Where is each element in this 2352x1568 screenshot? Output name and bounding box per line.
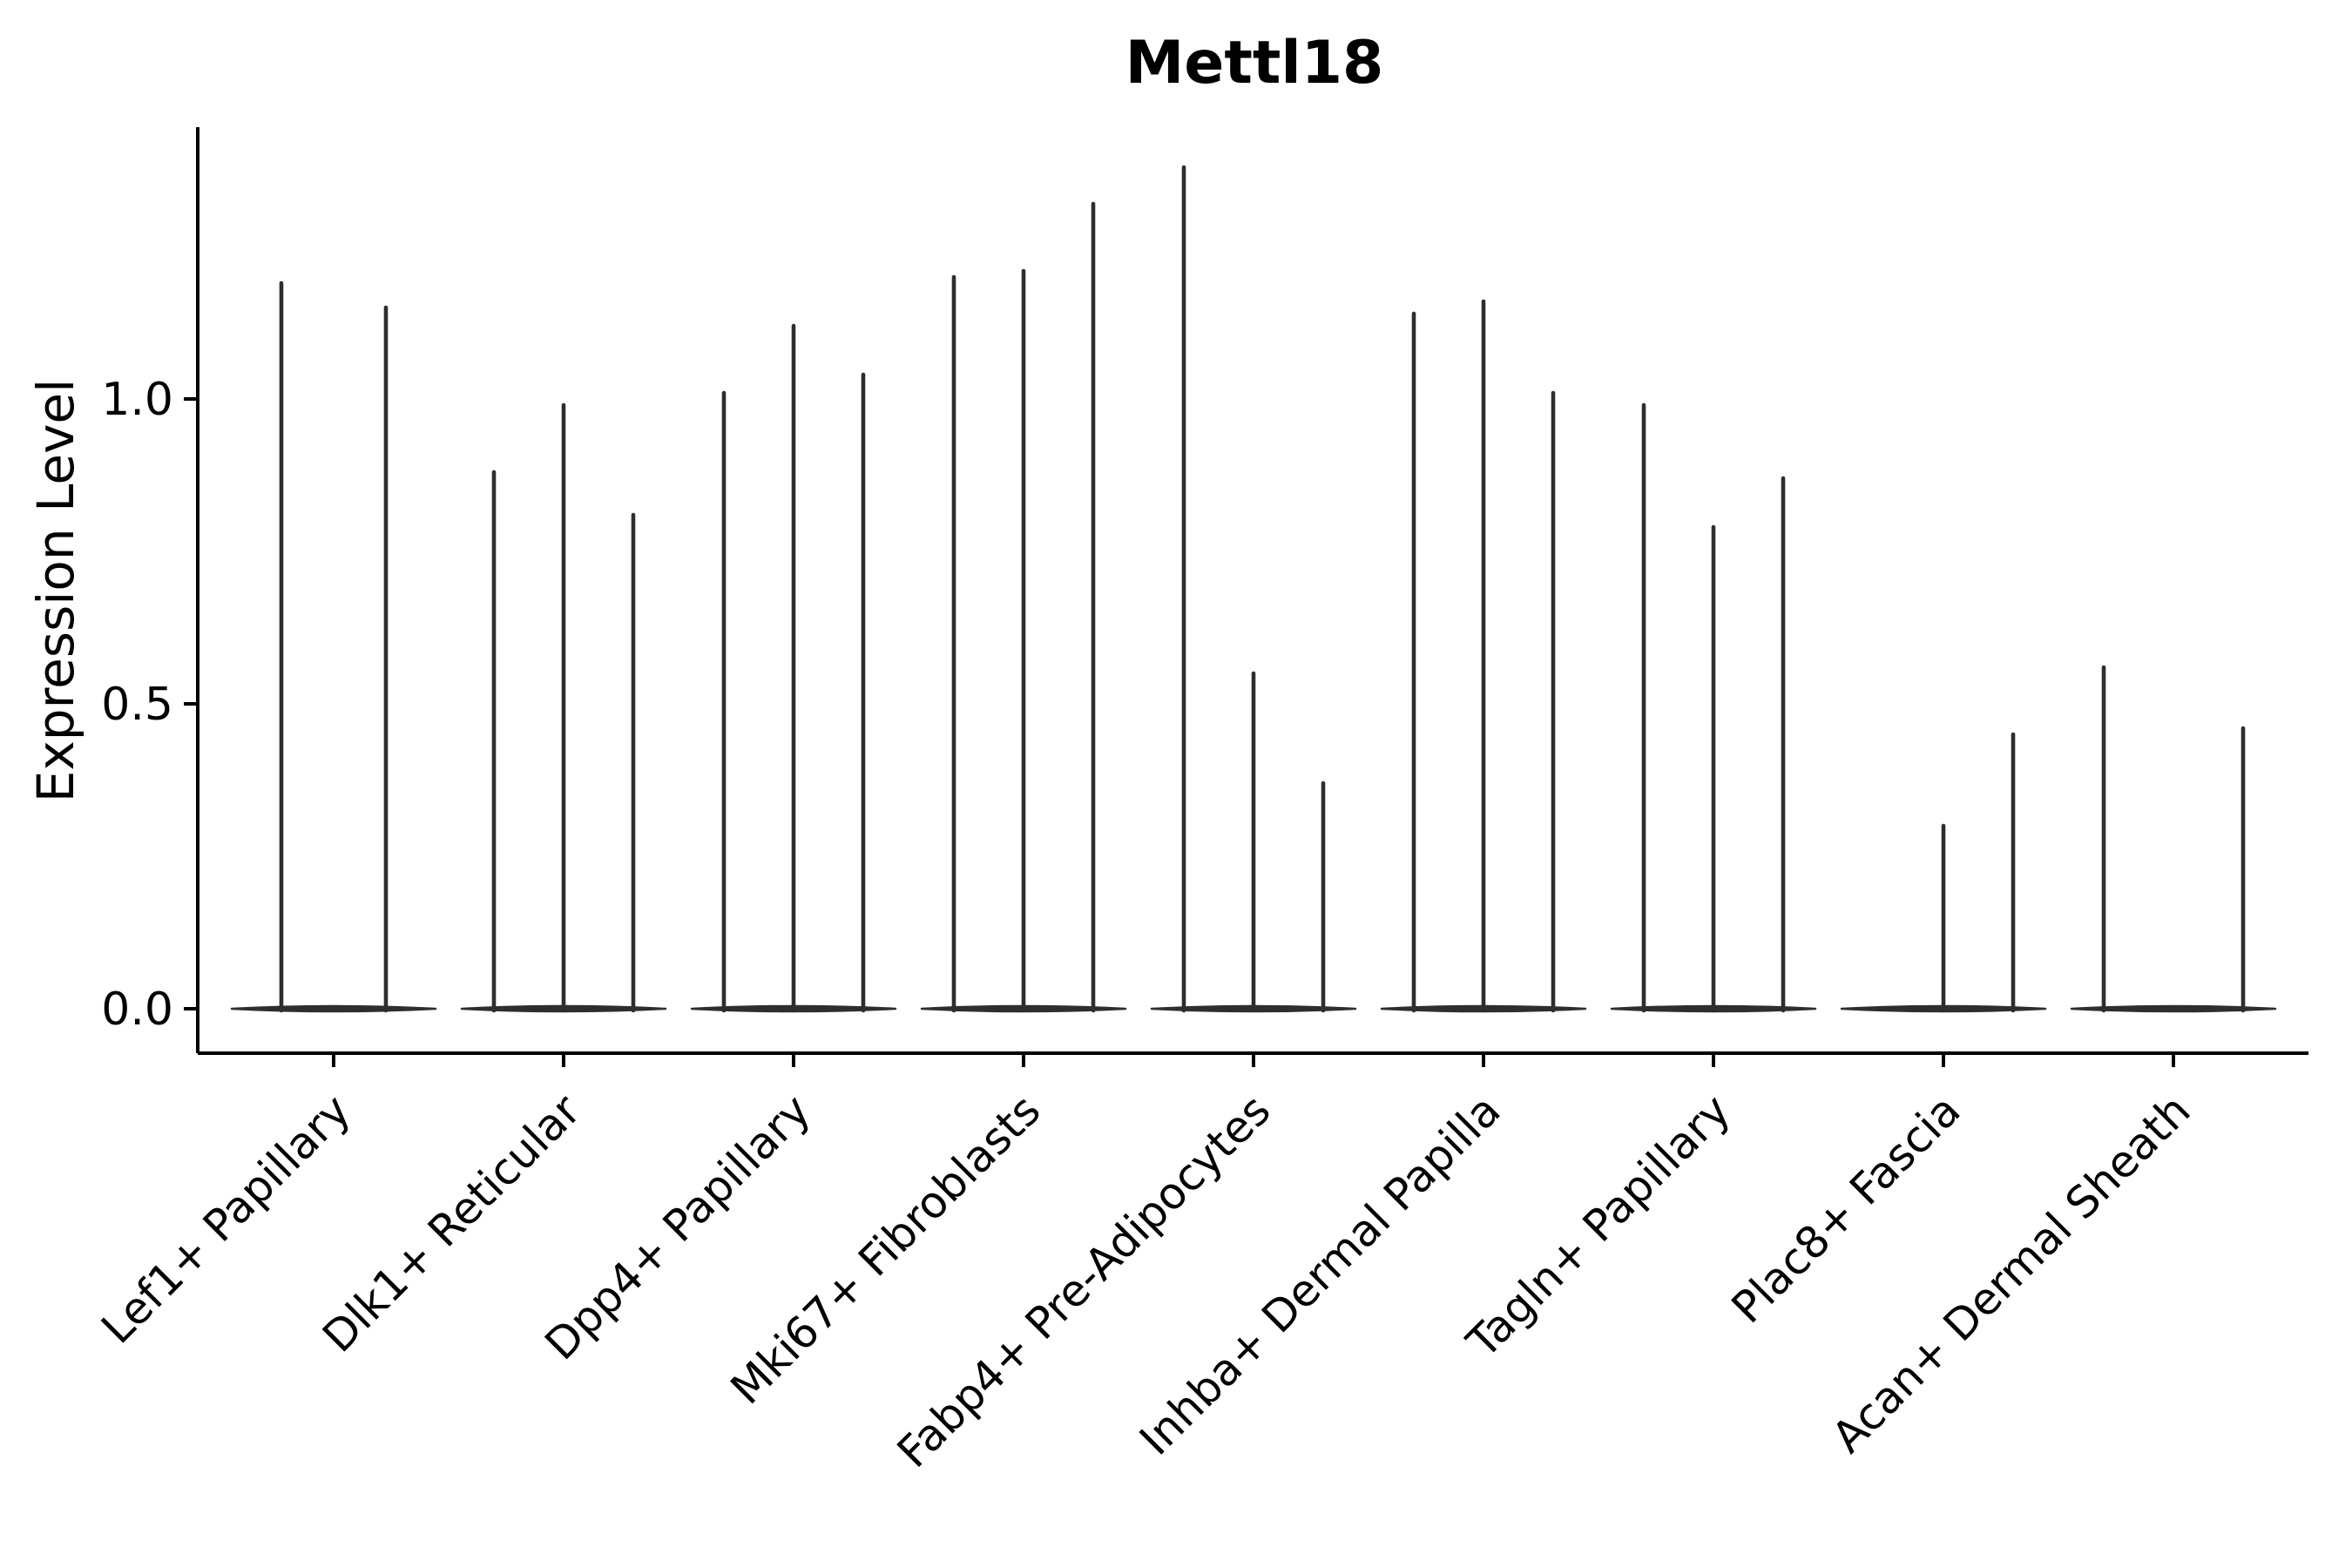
violin-body — [2070, 1004, 2277, 1013]
x-tick-label: Plac8+ Fascia — [1722, 1085, 1970, 1333]
violin-body — [230, 1004, 437, 1013]
violin-layer — [230, 165, 2277, 1013]
y-tick-label: 1.0 — [101, 374, 173, 426]
chart-title: Mettl18 — [1125, 29, 1384, 98]
x-tick-label: Lef1+ Papillary — [91, 1085, 360, 1353]
y-axis-label: Expression Level — [26, 379, 85, 802]
x-tick-label: Fabp4+ Pre-Adipocytes — [888, 1085, 1281, 1477]
y-tick-label: 0.5 — [101, 679, 173, 731]
y-tick-label: 0.0 — [101, 983, 173, 1036]
